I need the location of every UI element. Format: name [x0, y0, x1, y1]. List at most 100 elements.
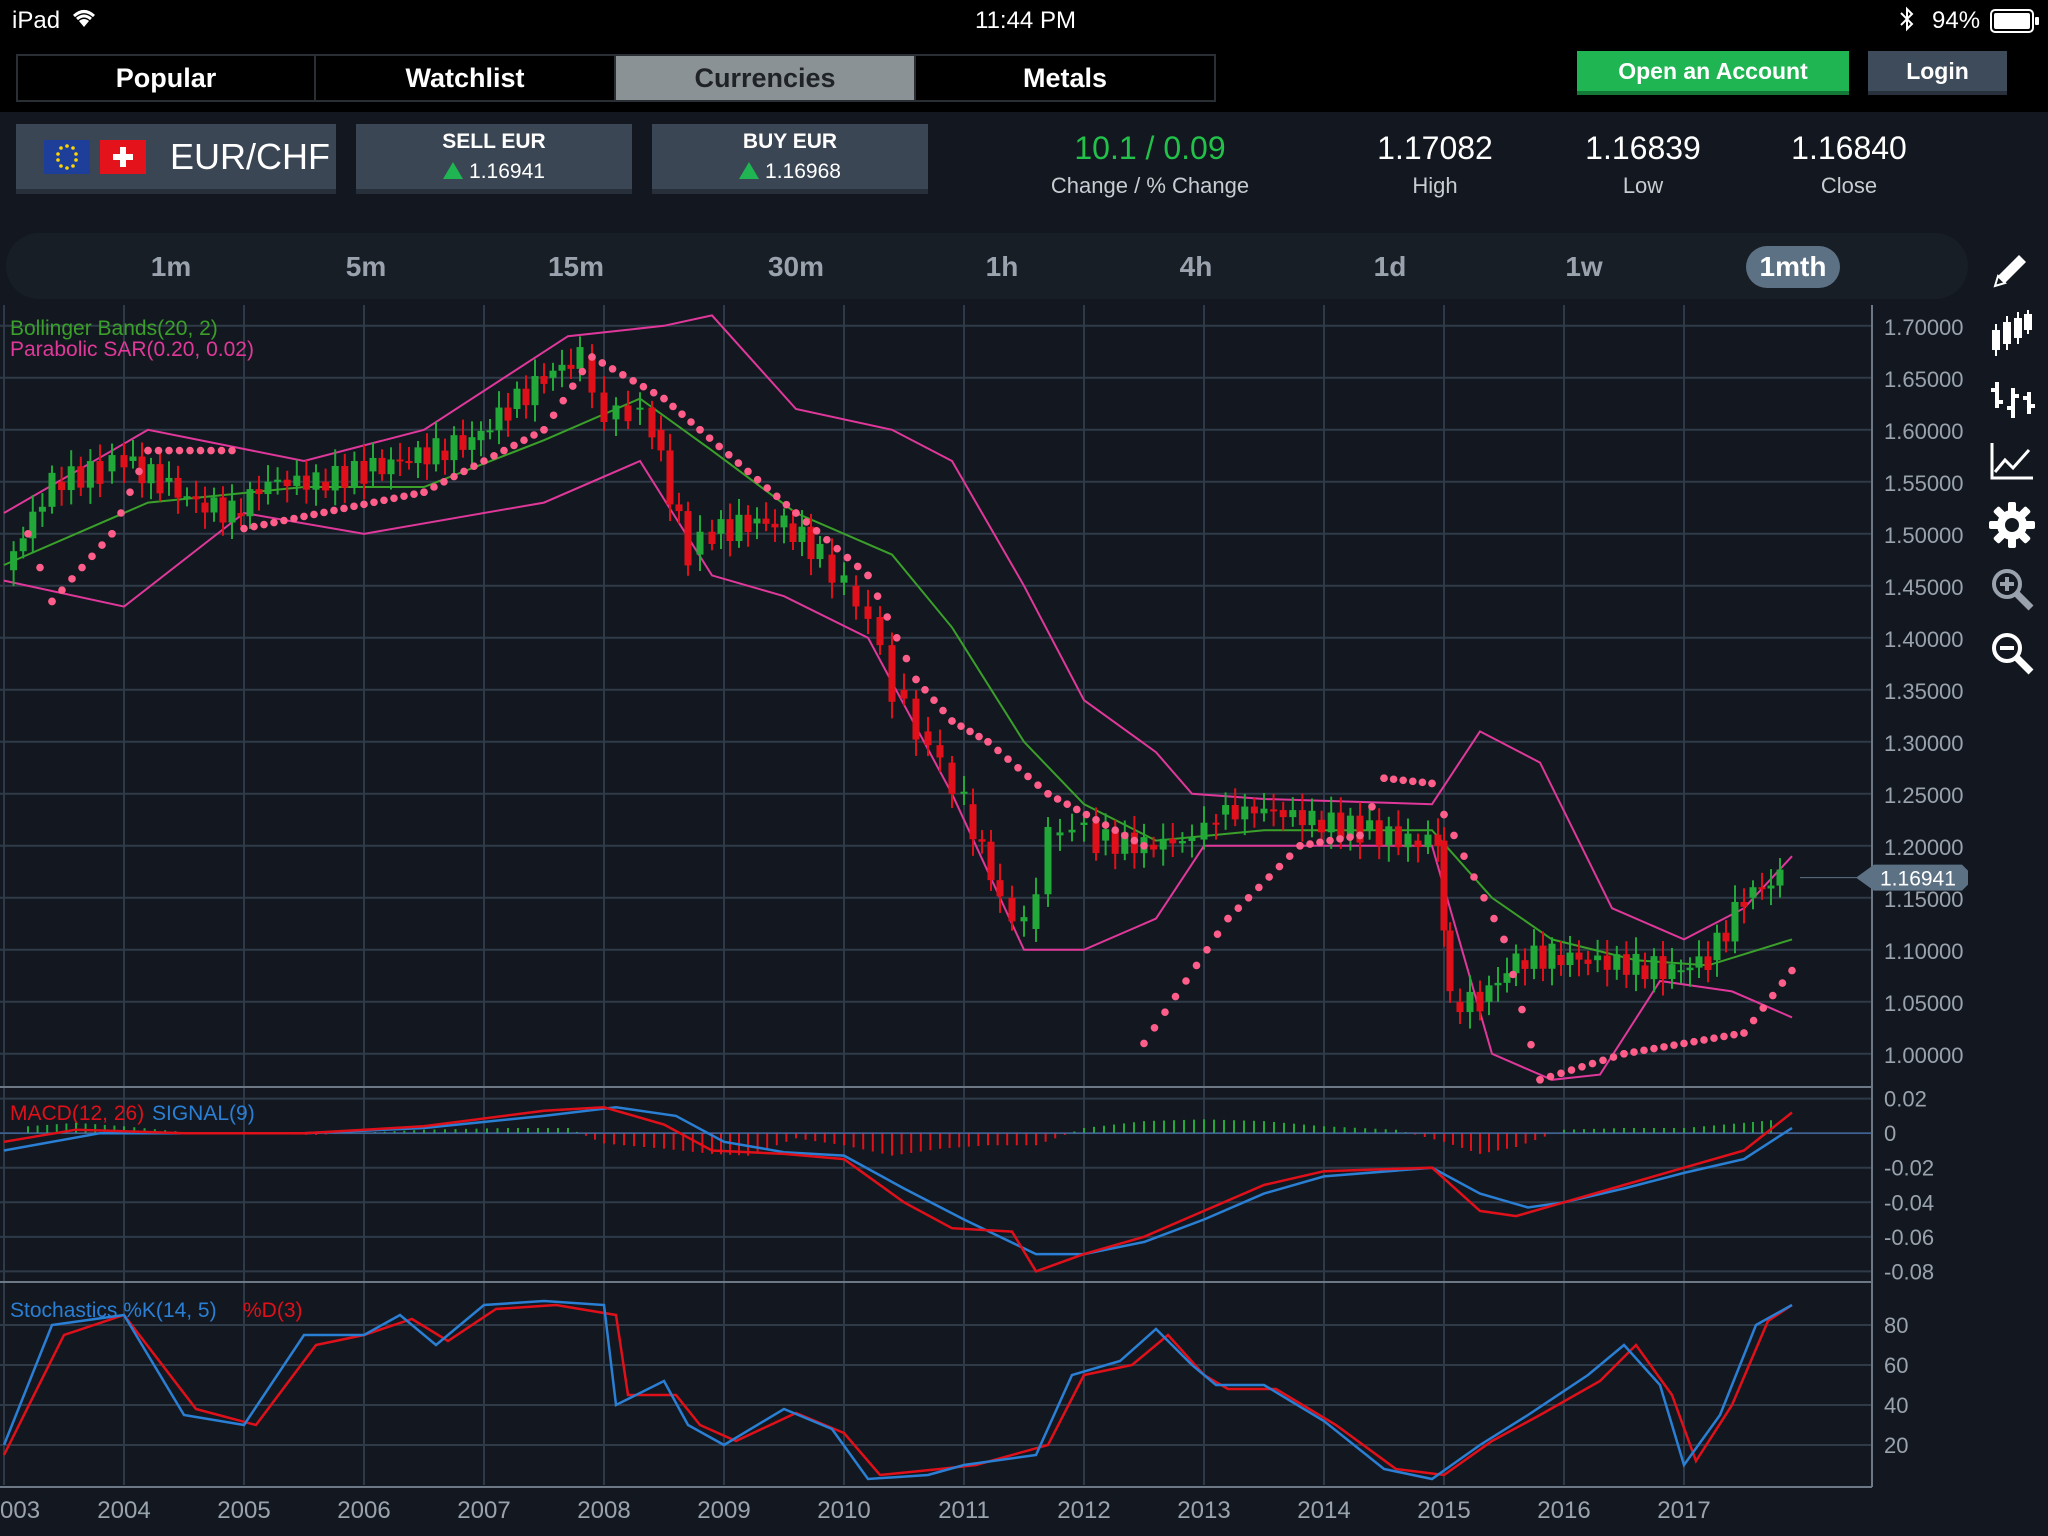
x-tick-label: 2016 [1537, 1497, 1590, 1524]
timeframe-4h[interactable]: 4h [1179, 251, 1213, 282]
chart-background [0, 305, 1975, 1536]
candle-down [174, 477, 182, 498]
stoch-tick-label: 60 [1884, 1353, 1908, 1378]
ohlc-bars-icon[interactable] [1989, 378, 2035, 422]
tab-watchlist[interactable]: Watchlist [314, 54, 616, 102]
candle-up [432, 438, 440, 465]
sar-dot [1265, 873, 1273, 881]
price-chart[interactable]: 1.70000 1.65000 1.60000 1.55000 1.50000 1.450… [0, 305, 1975, 1536]
sar-dot [530, 431, 538, 439]
sar-dot [1356, 831, 1364, 840]
tab-metals[interactable]: Metals [914, 54, 1216, 102]
candle-up [129, 456, 137, 461]
zoom-in-icon[interactable] [1989, 566, 2034, 611]
instrument-selector[interactable]: EUR/CHF [16, 124, 336, 194]
sar-dot [1275, 862, 1284, 871]
sar-dot [1213, 930, 1222, 938]
open-account-button[interactable]: Open an Account [1577, 51, 1849, 95]
sar-dot [154, 446, 163, 455]
candle-up [1686, 967, 1694, 971]
sar-dot [1326, 836, 1334, 845]
gear-icon[interactable] [1989, 502, 2035, 548]
candle-down [900, 689, 908, 699]
candle-up [960, 791, 968, 794]
sar-dot [310, 510, 318, 519]
timeframe-15m[interactable]: 15m [547, 251, 605, 282]
sar-dot [598, 359, 607, 367]
candle-up [1530, 945, 1538, 969]
candle-up [183, 496, 191, 499]
candle-up [495, 407, 503, 431]
stoch-tick-label: 40 [1884, 1393, 1908, 1418]
status-bar: iPad 11:44 PM 94% [0, 0, 2048, 42]
candle-down [1318, 819, 1326, 833]
sar-dot [812, 527, 821, 535]
candle-up [1613, 954, 1621, 970]
sar-dot [1769, 991, 1777, 1000]
candle-down [396, 459, 404, 462]
sar-dot [629, 376, 637, 385]
candle-up [1767, 885, 1775, 889]
timeframe-30m[interactable]: 30m [767, 251, 825, 282]
sar-dot [833, 544, 841, 553]
candle-up [350, 461, 358, 488]
last-price-label: 1.16941 [1880, 868, 1956, 891]
login-button[interactable]: Login [1868, 51, 2007, 95]
sell-label: SELL EUR [442, 130, 546, 153]
candle-down [58, 481, 66, 491]
change-label: Change / % Change [1050, 173, 1250, 198]
tab-popular[interactable]: Popular [16, 54, 316, 102]
sar-dot [1399, 776, 1407, 785]
sar-dot [1140, 842, 1148, 850]
candle-up [1102, 829, 1110, 841]
timeframe-1h[interactable]: 1h [985, 251, 1019, 282]
timeframe-1m[interactable]: 1m [150, 251, 192, 282]
sar-dot [1518, 1005, 1526, 1014]
candle-up [1713, 932, 1721, 961]
candle-up [86, 461, 94, 488]
price-tick-label: 1.05000 [1884, 991, 1964, 1016]
timeframe-1mth[interactable]: 1mth [1746, 246, 1840, 288]
candlestick-icon[interactable] [1989, 310, 2033, 356]
timeframe-1d[interactable]: 1d [1373, 251, 1407, 282]
zoom-out-icon[interactable] [1989, 630, 2034, 675]
pencil-icon[interactable] [1989, 248, 2033, 292]
sar-dot [696, 426, 704, 434]
candle-up [1650, 956, 1658, 980]
candle-up [558, 364, 566, 371]
sar-dot [1788, 966, 1796, 975]
sar-dot [1490, 914, 1498, 923]
sar-dot [639, 382, 648, 391]
candle-up [1632, 953, 1640, 975]
buy-button[interactable]: BUY EUR 1.16968 [652, 124, 928, 194]
candle-down [360, 461, 368, 484]
candle-down [996, 880, 1004, 897]
line-chart-icon[interactable] [1989, 440, 2033, 484]
sar-dot [1480, 894, 1488, 902]
candle-up [840, 575, 848, 583]
eu-flag-icon [44, 140, 90, 179]
sar-dot [1161, 1008, 1169, 1016]
sar-dot [939, 706, 947, 715]
macd-tick-label: -0.04 [1884, 1190, 1934, 1215]
candle-up [1068, 829, 1076, 833]
candle-down [708, 531, 716, 544]
sar-dot [520, 436, 528, 444]
bb-lower-line [3, 459, 1793, 1081]
price-tick-label: 1.25000 [1884, 783, 1964, 808]
sar-dot [1700, 1036, 1708, 1044]
candle-down [1250, 806, 1258, 814]
sar-dot [1182, 977, 1190, 985]
candle-down [1758, 887, 1766, 890]
tab-currencies[interactable]: Currencies [614, 54, 916, 102]
timeframe-5m[interactable]: 5m [345, 251, 387, 282]
candle-down [1270, 809, 1278, 812]
sar-dot [450, 472, 458, 481]
timeframe-1w[interactable]: 1w [1565, 251, 1603, 282]
sar-dot [430, 483, 438, 491]
candle-down [1337, 812, 1345, 839]
candle-down [522, 388, 530, 406]
sar-dot [1409, 777, 1417, 786]
sell-button[interactable]: SELL EUR 1.16941 [356, 124, 632, 194]
candle-up [549, 370, 557, 378]
